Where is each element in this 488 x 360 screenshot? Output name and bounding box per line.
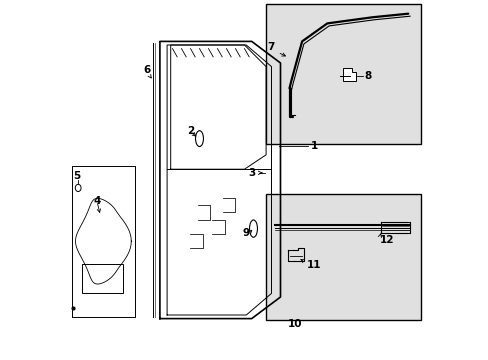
Text: 3: 3 [247, 168, 255, 178]
Bar [81, 264, 123, 293]
Bar [265, 194, 420, 320]
Text: 9: 9 [242, 228, 249, 238]
Text: 10: 10 [287, 319, 302, 329]
Text: 1: 1 [310, 141, 318, 151]
Text: 12: 12 [379, 235, 393, 246]
Text: 7: 7 [266, 42, 274, 52]
Ellipse shape [195, 131, 203, 147]
Text: 11: 11 [306, 260, 320, 270]
Text: 6: 6 [142, 65, 150, 75]
Ellipse shape [75, 184, 81, 192]
Text: 2: 2 [186, 126, 194, 136]
Text: 5: 5 [73, 171, 81, 181]
Bar [265, 4, 420, 144]
Ellipse shape [249, 220, 257, 237]
Text: 8: 8 [363, 71, 370, 81]
Polygon shape [343, 68, 355, 81]
Text: 4: 4 [93, 196, 101, 206]
